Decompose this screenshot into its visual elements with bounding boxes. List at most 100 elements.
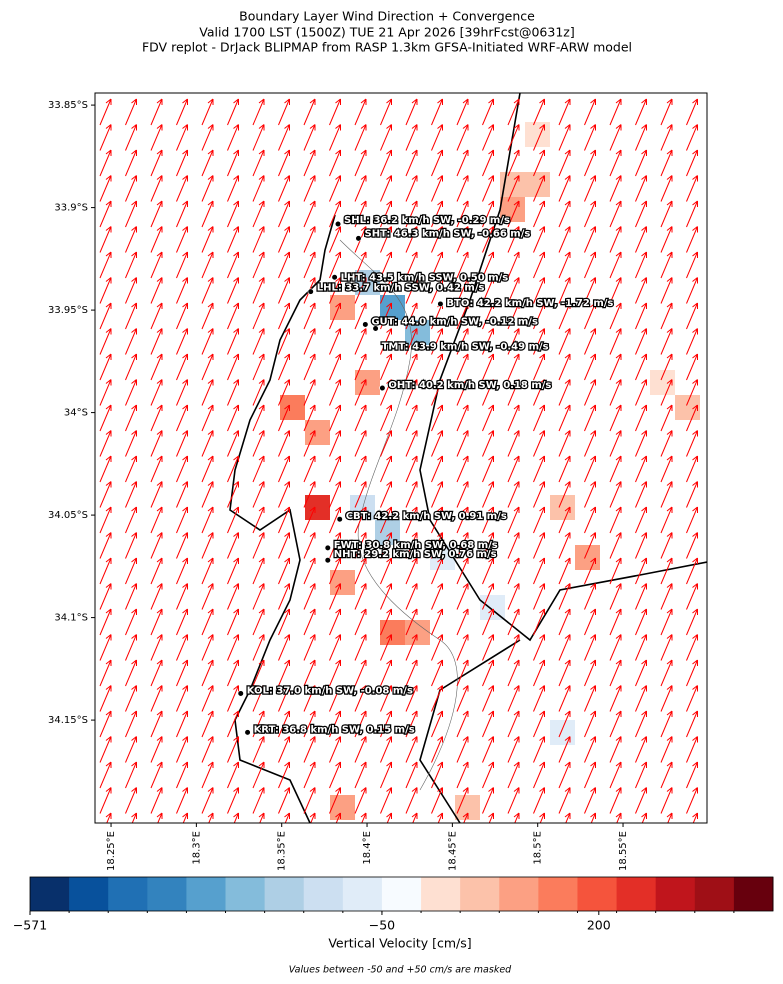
wind-arrow bbox=[558, 455, 571, 483]
map-area: SHL: 36.2 km/h SW, -0.29 m/s SHT: 46.3 km… bbox=[99, 93, 723, 839]
wind-arrow bbox=[125, 787, 137, 814]
wind-arrow bbox=[380, 532, 392, 559]
wind-arrow bbox=[380, 481, 392, 508]
convergence-cell bbox=[550, 720, 575, 745]
wind-arrow bbox=[303, 455, 316, 483]
wind-arrow bbox=[609, 583, 622, 610]
y-tick-label: 33.85°S bbox=[48, 100, 88, 111]
wind-arrow bbox=[635, 583, 647, 610]
wind-arrow bbox=[686, 685, 698, 712]
wind-arrow bbox=[584, 175, 596, 202]
station-dot bbox=[324, 544, 331, 551]
wind-arrow bbox=[380, 277, 392, 304]
wind-arrow bbox=[507, 557, 520, 585]
wind-arrow bbox=[176, 149, 188, 177]
wind-arrow bbox=[354, 736, 367, 763]
wind-arrow bbox=[635, 124, 647, 151]
wind-arrow bbox=[354, 583, 367, 610]
wind-arrow bbox=[712, 813, 723, 839]
wind-arrow bbox=[411, 812, 418, 823]
wind-arrow bbox=[227, 736, 239, 763]
wind-arrow bbox=[405, 353, 418, 381]
wind-arrow bbox=[686, 787, 698, 814]
wind-arrow bbox=[584, 251, 596, 279]
wind-arrow bbox=[507, 787, 520, 814]
wind-arrow bbox=[660, 353, 673, 381]
wind-arrow bbox=[125, 149, 137, 177]
wind-arrow bbox=[686, 455, 698, 483]
wind-arrow bbox=[584, 736, 596, 763]
wind-arrow bbox=[712, 507, 723, 533]
station-label: KRT: 36.8 km/h SW, 0.15 m/s bbox=[254, 724, 415, 735]
wind-arrow bbox=[564, 812, 571, 823]
wind-arrow bbox=[405, 685, 418, 712]
wind-arrow bbox=[660, 98, 673, 126]
wind-arrow bbox=[482, 302, 494, 330]
wind-arrow bbox=[686, 481, 698, 508]
wind-arrow bbox=[533, 251, 545, 279]
wind-arrow bbox=[712, 558, 723, 584]
wind-arrow bbox=[635, 149, 647, 177]
wind-arrow bbox=[660, 302, 673, 330]
wind-arrow bbox=[533, 149, 545, 177]
wind-arrow bbox=[150, 761, 163, 789]
wind-arrow bbox=[635, 226, 647, 253]
convergence-cell bbox=[330, 795, 355, 820]
wind-arrow bbox=[456, 175, 469, 202]
wind-arrow bbox=[660, 583, 673, 610]
station-label: GUT: 44.0 km/h SW, -0.12 m/s bbox=[371, 316, 538, 327]
wind-arrow bbox=[533, 761, 545, 789]
wind-arrow bbox=[150, 226, 163, 253]
wind-arrow bbox=[507, 634, 520, 661]
station-label: OHT: 40.2 km/h SW, 0.18 m/s bbox=[388, 380, 551, 391]
wind-arrow bbox=[456, 685, 469, 712]
wind-arrow bbox=[462, 812, 469, 823]
wind-arrow bbox=[125, 277, 137, 304]
wind-arrow bbox=[125, 302, 137, 330]
wind-arrow bbox=[482, 506, 494, 534]
wind-arrow bbox=[380, 379, 392, 406]
title: Boundary Layer Wind Direction + Converge… bbox=[239, 9, 535, 24]
wind-arrow bbox=[456, 149, 469, 177]
wind-arrow bbox=[686, 761, 698, 789]
wind-arrow bbox=[660, 277, 673, 304]
wind-arrow bbox=[150, 557, 163, 585]
wind-arrow bbox=[303, 608, 316, 636]
station-label: FWT: 30.8 km/h SW, 0.68 m/s bbox=[334, 540, 498, 551]
wind-arrow bbox=[609, 455, 622, 483]
wind-arrow bbox=[227, 761, 239, 789]
wind-arrow bbox=[405, 302, 418, 330]
wind-arrow bbox=[150, 328, 163, 355]
wind-arrow bbox=[609, 736, 622, 763]
wind-arrow bbox=[303, 251, 316, 279]
wind-arrow bbox=[380, 302, 392, 330]
wind-arrow bbox=[482, 200, 494, 228]
wind-arrow bbox=[99, 200, 112, 228]
wind-arrow bbox=[380, 430, 392, 457]
wind-arrow bbox=[635, 200, 647, 228]
wind-arrow bbox=[278, 608, 290, 636]
wind-arrow bbox=[125, 124, 137, 151]
wind-arrow bbox=[635, 379, 647, 406]
wind-arrow bbox=[278, 761, 290, 789]
wind-arrow bbox=[584, 404, 596, 432]
wind-arrow bbox=[150, 506, 163, 534]
wind-arrow bbox=[609, 251, 622, 279]
wind-arrow bbox=[99, 761, 112, 789]
wind-arrow bbox=[278, 404, 290, 432]
wind-arrow bbox=[329, 787, 341, 814]
wind-arrow bbox=[712, 456, 723, 482]
wind-arrow bbox=[712, 788, 723, 814]
wind-arrow bbox=[233, 812, 239, 823]
wind-arrow bbox=[712, 380, 723, 406]
wind-arrow bbox=[482, 379, 494, 406]
wind-arrow bbox=[303, 175, 316, 202]
wind-arrow bbox=[533, 736, 545, 763]
wind-arrow bbox=[329, 404, 341, 432]
wind-arrow bbox=[660, 251, 673, 279]
colorbar-swatch bbox=[225, 877, 266, 911]
wind-arrow bbox=[329, 124, 341, 151]
wind-arrow bbox=[405, 149, 418, 177]
wind-arrow bbox=[405, 277, 418, 304]
wind-arrow bbox=[488, 812, 494, 823]
